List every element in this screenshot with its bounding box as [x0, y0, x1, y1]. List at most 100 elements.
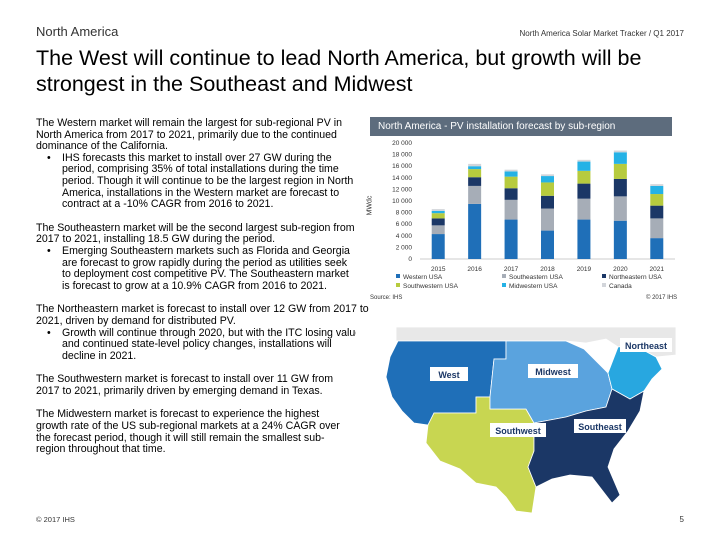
bar-segment	[541, 174, 554, 177]
bar-segment	[468, 203, 482, 259]
bar-segment	[431, 210, 445, 214]
page-title: The West will continue to lead North Ame…	[36, 46, 642, 96]
legend-label: Northeastern USA	[609, 274, 662, 281]
map-label-southeast-box	[574, 419, 626, 433]
legend-swatch	[396, 274, 400, 278]
chart-title: North America - PV installation forecast…	[370, 117, 672, 136]
x-tick-label: 2015	[431, 266, 446, 273]
bullet-southeast-text: Emerging Southeastern markets such as Fl…	[62, 244, 350, 292]
x-tick-label: 2019	[577, 266, 592, 273]
y-tick-label: 20 000	[392, 140, 412, 147]
bar-segment	[468, 169, 482, 178]
legend-swatch	[602, 283, 606, 287]
y-tick-label: 12 000	[392, 186, 412, 193]
bar-segment	[504, 171, 518, 177]
body-text: The Western market will remain the large…	[36, 117, 369, 456]
legend-label: Midwestern USA	[509, 283, 558, 290]
map-label-midwest: Midwest	[535, 367, 571, 377]
bar-segment	[650, 194, 664, 206]
legend-label: Southeastern USA	[509, 274, 563, 281]
bar-segment	[650, 238, 664, 259]
bar-segment	[468, 166, 482, 170]
bullet-southeast: • Emerging Southeastern markets such as …	[36, 244, 356, 292]
bar-segment	[504, 188, 518, 200]
legend-label: Western USA	[403, 274, 443, 281]
bar-segment	[468, 185, 482, 204]
bar-segment	[650, 185, 664, 195]
chart-copyright: © 2017 IHS	[646, 295, 678, 301]
bar-segment	[468, 177, 482, 186]
bar-segment	[613, 178, 627, 197]
bar-segment	[431, 234, 445, 259]
footer-copyright: © 2017 IHS	[36, 515, 75, 524]
chart-source: Source: IHS	[370, 295, 403, 301]
x-tick-label: 2018	[540, 266, 555, 273]
bar-segment	[541, 230, 554, 259]
legend-label: Southwestern USA	[403, 283, 458, 290]
map-label-west: West	[438, 370, 459, 380]
bar-segment	[431, 218, 445, 226]
x-tick-label: 2016	[467, 266, 482, 273]
paragraph-southeast: The Southeastern market will be the seco…	[36, 221, 355, 246]
legend-item: Southeastern USA	[502, 274, 563, 281]
page-number: 5	[679, 515, 684, 524]
x-tick-label: 2021	[650, 266, 665, 273]
y-tick-label: 16 000	[392, 163, 412, 170]
bullet-northeast-text: Growth will continue through 2020, but w…	[62, 326, 362, 362]
y-tick-label: 2 000	[396, 244, 413, 251]
bar-segment	[431, 213, 445, 219]
bullet-northeast: • Growth will continue through 2020, but…	[36, 326, 362, 363]
pv-forecast-chart: North America - PV installation forecast…	[366, 117, 685, 313]
map-label-northeast-box	[620, 338, 672, 352]
y-tick-label: 14 000	[392, 175, 412, 182]
bar-segment	[613, 220, 627, 259]
bar-segment	[577, 161, 591, 171]
map-label-southwest: Southwest	[495, 426, 541, 436]
bar-segment	[650, 184, 664, 186]
bar-segment	[541, 176, 554, 183]
legend-item: Canada	[602, 283, 632, 290]
bar-segment	[577, 183, 591, 199]
y-tick-label: 6 000	[396, 221, 413, 228]
bar-segment	[613, 163, 627, 179]
bar-segment	[541, 182, 554, 196]
bar-segment	[431, 225, 445, 235]
legend-swatch	[602, 274, 606, 278]
bar-segment	[541, 195, 554, 209]
bar-segment	[504, 199, 518, 220]
bar-segment	[431, 209, 445, 211]
bullet-west-text: IHS forecasts this market to install ove…	[62, 151, 354, 211]
bar-segment	[577, 219, 591, 259]
bar-segment	[650, 205, 664, 219]
map-label-southeast: Southeast	[578, 422, 622, 432]
us-region-map: West Midwest Northeast Southwest Southea…	[356, 327, 676, 520]
x-tick-label: 2020	[613, 266, 628, 273]
bar-segment	[613, 150, 627, 153]
legend-item: Southwestern USA	[396, 283, 458, 290]
legend-swatch	[396, 283, 400, 287]
bar-segment	[504, 219, 518, 259]
map-label-southwest-box	[490, 423, 546, 437]
y-tick-label: 4 000	[396, 233, 413, 240]
y-tick-label: 10 000	[392, 198, 412, 205]
bullet-dot: •	[47, 326, 51, 339]
map-label-midwest-box	[528, 364, 578, 378]
bar-segment	[468, 163, 482, 167]
y-tick-label: 8 000	[396, 210, 413, 217]
bar-segment	[650, 218, 664, 239]
report-name: North America Solar Market Tracker / Q1 …	[519, 29, 684, 38]
bar-segment	[613, 196, 627, 221]
bar-segment	[577, 198, 591, 220]
bar-segment	[541, 208, 554, 231]
legend-item: Western USA	[396, 274, 442, 281]
map-label-west-box	[430, 367, 468, 381]
legend-swatch	[502, 283, 506, 287]
legend-item: Midwestern USA	[502, 283, 557, 290]
bar-segment	[504, 169, 518, 172]
x-tick-label: 2017	[504, 266, 519, 273]
bar-segment	[577, 159, 591, 162]
paragraph-midwest: The Midwestern market is forecast to exp…	[36, 408, 340, 456]
y-tick-label: 18 000	[392, 152, 412, 159]
bar-segment	[577, 170, 591, 184]
map-region-southeast	[527, 388, 645, 504]
